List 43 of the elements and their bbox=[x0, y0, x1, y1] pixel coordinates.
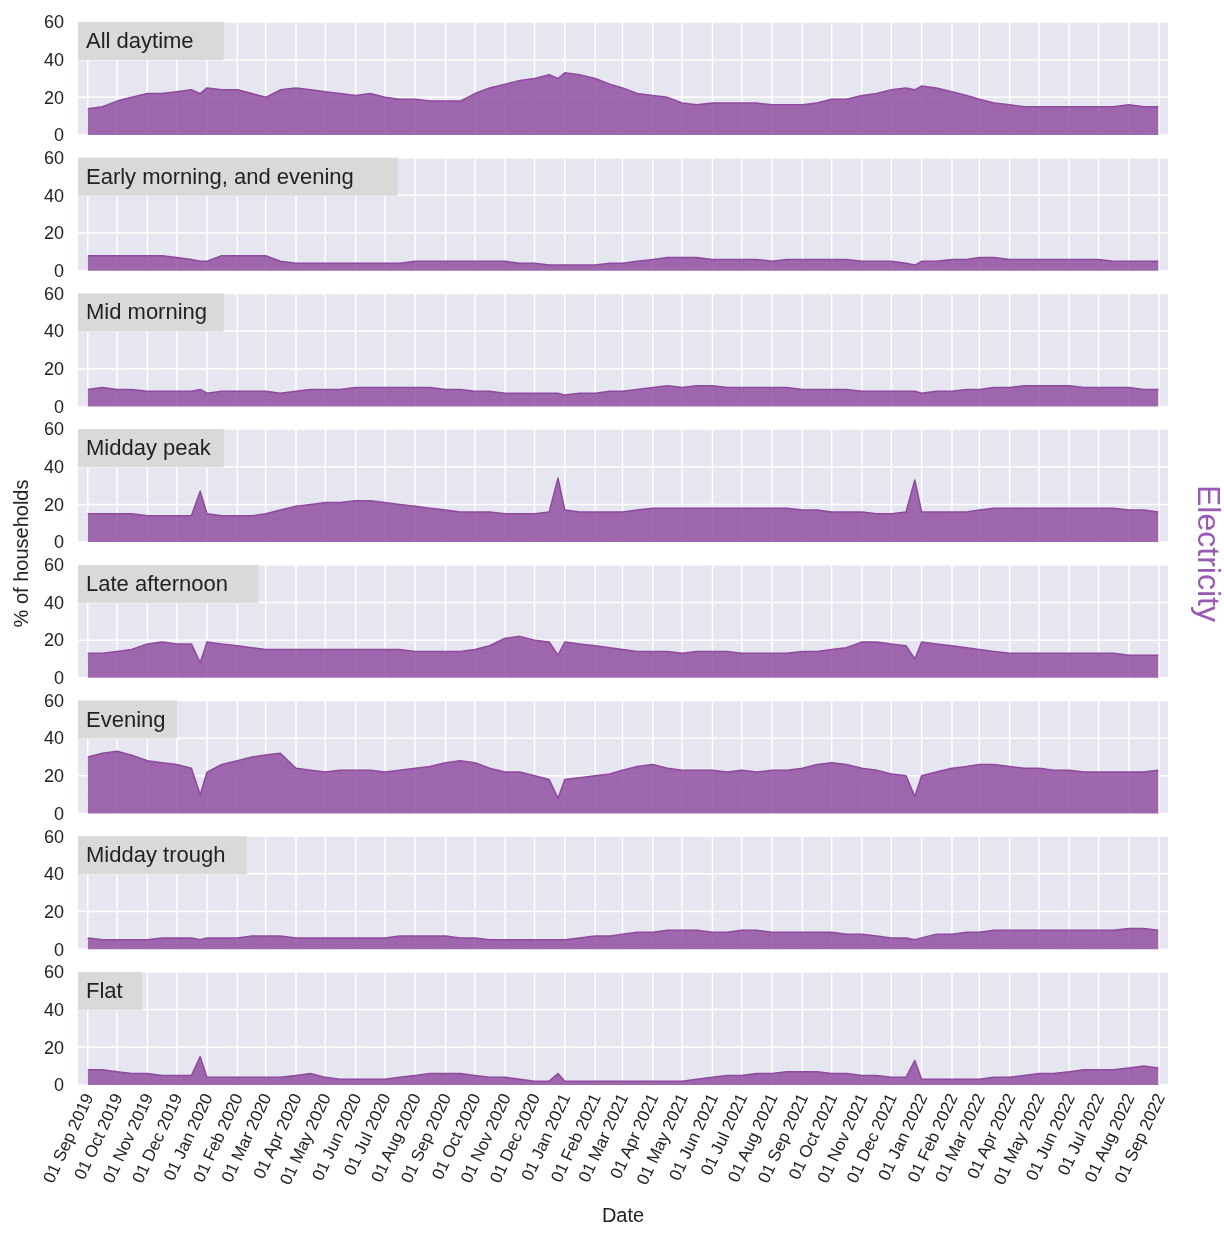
y-tick-label: 20 bbox=[43, 223, 64, 244]
y-tick-label: 60 bbox=[43, 962, 64, 983]
y-tick-label: 40 bbox=[43, 321, 64, 342]
y-tick-label: 0 bbox=[53, 1075, 64, 1096]
y-tick-label: 40 bbox=[43, 728, 64, 749]
y-tick-label: 0 bbox=[53, 939, 64, 960]
y-tick-label: 20 bbox=[43, 359, 64, 380]
y-tick-label: 40 bbox=[43, 999, 64, 1020]
chart-title: Evening bbox=[86, 706, 166, 732]
y-tick-label: 60 bbox=[43, 826, 64, 847]
y-tick-label: 20 bbox=[43, 901, 64, 922]
chart-title: Flat bbox=[86, 977, 123, 1003]
y-tick-label: 20 bbox=[43, 87, 64, 108]
chart-title: All daytime bbox=[86, 28, 194, 53]
y-tick-label: 0 bbox=[53, 125, 64, 146]
y-tick-label: 20 bbox=[43, 630, 64, 651]
y-tick-label: 60 bbox=[43, 148, 64, 168]
y-tick-label: 0 bbox=[53, 668, 64, 689]
y-tick-label: 40 bbox=[43, 592, 64, 613]
y-tick-label: 0 bbox=[53, 803, 64, 824]
y-tick-label: 20 bbox=[43, 494, 64, 515]
chart-title: Mid morning bbox=[86, 299, 208, 325]
y-tick-label: 40 bbox=[43, 864, 64, 885]
x-axis-title: Date bbox=[601, 1204, 645, 1226]
y2-axis-title: Electricity bbox=[1191, 485, 1224, 622]
y-tick-label: 60 bbox=[43, 555, 64, 576]
y-axis-title: % of households bbox=[10, 479, 32, 628]
y-tick-label: 20 bbox=[43, 1037, 64, 1058]
y-tick-label: 0 bbox=[53, 532, 64, 553]
y-tick-label: 60 bbox=[43, 12, 64, 33]
y-tick-label: 40 bbox=[43, 49, 64, 70]
chart-title: Midday trough bbox=[86, 842, 226, 868]
y-tick-label: 40 bbox=[43, 457, 64, 478]
y-tick-label: 0 bbox=[53, 396, 64, 417]
y-tick-label: 60 bbox=[43, 283, 64, 304]
y-tick-label: 20 bbox=[43, 766, 64, 787]
y-tick-label: 0 bbox=[53, 261, 64, 281]
y-tick-label: 60 bbox=[43, 419, 64, 440]
y-tick-label: 60 bbox=[43, 690, 64, 711]
y-tick-label: 40 bbox=[43, 185, 64, 206]
chart-title: Early morning, and evening bbox=[86, 163, 354, 189]
chart-title: Midday peak bbox=[86, 435, 212, 461]
chart-title: Late afternoon bbox=[86, 570, 228, 596]
